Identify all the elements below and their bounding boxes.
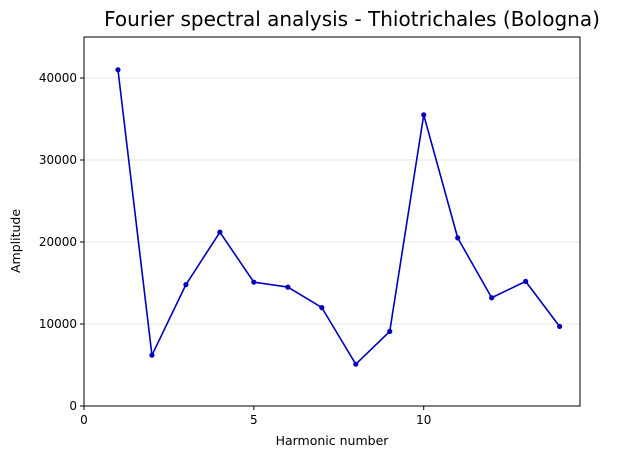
gridlines [84,77,580,407]
data-point [217,229,223,235]
data-point [387,328,393,334]
data-point [149,352,155,358]
data-point [285,284,291,290]
data-point [489,295,495,301]
data-point [251,279,257,285]
y-axis-label: Amplitude [8,209,23,273]
data-point [319,305,325,311]
x-tick-label: 0 [80,413,88,427]
y-tick-label: 0 [69,399,77,413]
y-tick-label: 30000 [39,153,77,167]
data-point [353,361,359,367]
data-point [115,67,121,73]
data-point [523,278,529,284]
data-point [421,112,427,118]
axis-ticks: 0 10000 20000 30000 40000 0 5 10 [39,71,432,427]
x-tick-label: 5 [250,413,258,427]
plot-frame [83,36,581,407]
series-line [117,69,561,365]
data-point [455,235,461,241]
data-point [183,282,189,288]
x-tick-label: 10 [416,413,431,427]
y-tick-label: 20000 [39,235,77,249]
series-group [115,67,563,367]
y-tick-label: 40000 [39,71,77,85]
chart-title: Fourier spectral analysis - Thiotrichale… [104,7,600,31]
data-point [557,323,563,330]
x-axis-label: Harmonic number [276,433,390,448]
y-tick-label: 10000 [39,317,77,331]
